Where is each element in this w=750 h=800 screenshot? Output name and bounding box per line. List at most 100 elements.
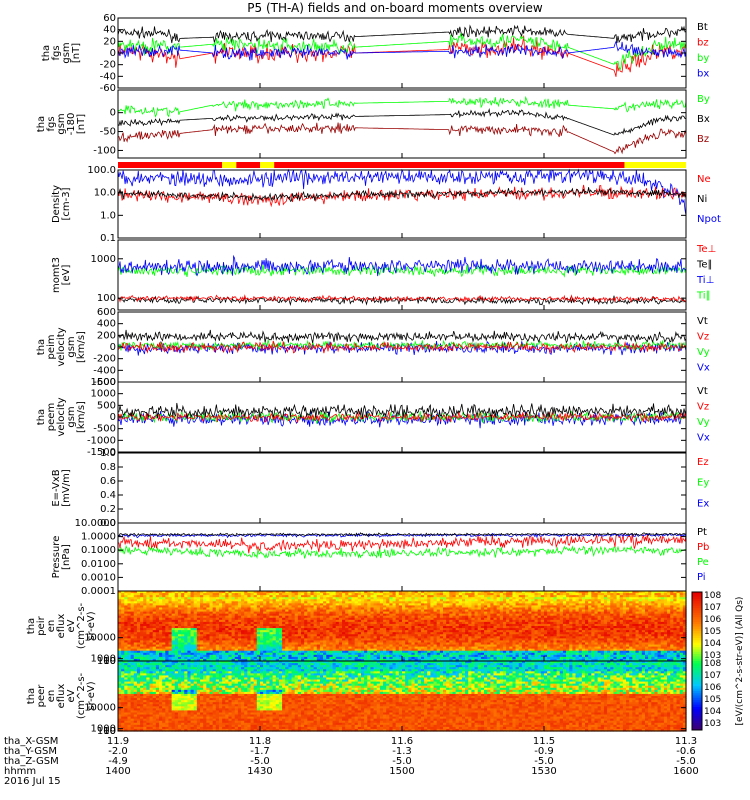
y-axis-label: [km/s] bbox=[76, 401, 87, 433]
legend-Vt: Vt bbox=[697, 386, 708, 397]
legend-Ne: Ne bbox=[697, 174, 711, 185]
y-tick-label: 1.0000 bbox=[81, 532, 116, 543]
y-tick-label: -1500 bbox=[87, 447, 116, 458]
series-fgs_gsm-bz bbox=[117, 35, 687, 77]
legend-Te⊥: Te⊥ bbox=[696, 244, 716, 255]
colorbar-tick-label: 108 bbox=[704, 591, 721, 601]
panel-frame bbox=[117, 522, 687, 592]
x-tick-value: 11.9 bbox=[107, 736, 129, 747]
legend-Bx: Bx bbox=[697, 114, 710, 125]
y-axis-label: E=-VxB bbox=[51, 469, 62, 506]
panel-density: 100.0 10.0 1.0 0.1 Density [cm-3] Ne Ni Npot bbox=[51, 165, 721, 244]
y-tick-label: 0.1000 bbox=[81, 545, 116, 556]
y-tick-label: 40 bbox=[103, 25, 116, 36]
legend-Pi: Pi bbox=[697, 572, 706, 583]
y-tick-label: 0.4 bbox=[100, 490, 116, 501]
x-tick-value: 11.5 bbox=[533, 736, 555, 747]
x-tick-value: -5.0 bbox=[250, 756, 270, 767]
legend-Bz: Bz bbox=[697, 134, 709, 145]
colorbar-tick-label: 105 bbox=[704, 695, 721, 705]
y-axis-label: [nPa] bbox=[61, 544, 72, 570]
panel-efield: 1.0 0.8 0.6 0.4 0.2 0.0 E=-VxB [mV/m] Ez Ey Ex bbox=[51, 448, 709, 529]
colorbar-tick-label: 108 bbox=[704, 659, 721, 669]
y-tick-label: -40 bbox=[100, 71, 116, 82]
y-axis-label: fgs bbox=[51, 45, 62, 60]
colorbar-tick-label: 103 bbox=[704, 719, 721, 729]
y-axis-label: peim bbox=[46, 334, 57, 359]
y-tick-label: 100 bbox=[97, 656, 116, 667]
panel-pressure: 10.0000 1.0000 0.1000 0.0100 0.0010 0.0001 Pre… bbox=[51, 518, 709, 597]
status-bar-segment bbox=[624, 162, 686, 168]
y-tick-label: 1000 bbox=[91, 389, 116, 400]
legend-Vt: Vt bbox=[697, 316, 708, 327]
y-axis-label: sr-eV) bbox=[86, 611, 97, 640]
x-tick-value: 1500 bbox=[389, 766, 414, 777]
y-axis-label: tha bbox=[26, 618, 37, 634]
y-tick-label: 1000 bbox=[91, 254, 116, 265]
x-tick-value: -4.9 bbox=[108, 756, 128, 767]
y-tick-label: 1.0 bbox=[100, 448, 116, 459]
y-axis-label: eflux bbox=[56, 614, 67, 639]
legend-Ti⊥: Ti⊥ bbox=[696, 275, 714, 286]
x-tick-value: 11.8 bbox=[249, 736, 271, 747]
y-tick-label: -20 bbox=[100, 60, 116, 71]
x-tick-value: 1600 bbox=[673, 766, 698, 777]
colorbar-title: [eV/(cm^2-s-str-eV)] (All Qs) bbox=[735, 597, 745, 726]
x-tick-value: -0.9 bbox=[534, 746, 554, 757]
y-axis-label: gsm bbox=[61, 42, 72, 63]
y-tick-label: 0 bbox=[110, 48, 116, 59]
y-tick-label: 0 bbox=[110, 108, 116, 119]
series-fgs_gsm-bx bbox=[117, 40, 687, 61]
y-tick-label: 0.2 bbox=[100, 504, 116, 515]
y-tick-label: -1000 bbox=[87, 435, 116, 446]
panel-frame bbox=[117, 17, 687, 89]
y-tick-label: 10000 bbox=[84, 633, 116, 644]
series-peem_vel-Vt bbox=[117, 402, 687, 421]
series-mom_temp-Te⊥ bbox=[117, 294, 687, 304]
series-density-Ne bbox=[117, 184, 687, 208]
y-axis-label: fgs bbox=[46, 116, 57, 131]
series-pressure-Pb bbox=[117, 533, 687, 554]
x-tick-value: -0.6 bbox=[676, 746, 696, 757]
y-tick-label: -600 bbox=[93, 377, 116, 388]
x-row-label: tha_X-GSM bbox=[4, 736, 58, 747]
y-tick-label: 20 bbox=[103, 36, 116, 47]
colorbar-tick-label: 104 bbox=[704, 707, 721, 717]
x-tick-value: 11.6 bbox=[391, 736, 413, 747]
series-peim_vel-Vz bbox=[117, 340, 687, 354]
series-fgs_gsm-Bt bbox=[117, 24, 687, 44]
colorbar-tick-label: 103 bbox=[704, 651, 721, 661]
colorbar-tick-label: 105 bbox=[704, 627, 721, 637]
x-tick-value: 11.3 bbox=[675, 736, 697, 747]
y-axis-label: velocity bbox=[56, 327, 67, 366]
y-axis-label: [eV] bbox=[61, 265, 72, 286]
y-axis-label: (cm^2-s- bbox=[76, 672, 87, 719]
y-axis-label: peem bbox=[46, 403, 57, 431]
y-tick-label: 1000 bbox=[91, 654, 116, 665]
legend-Vx: Vx bbox=[697, 363, 710, 374]
series-fgs_gsm_rot-By bbox=[117, 95, 687, 118]
y-tick-label: 500 bbox=[97, 400, 116, 411]
legend-Vx: Vx bbox=[697, 433, 710, 444]
x-tick-value: 1530 bbox=[531, 766, 556, 777]
colorbar-tick-label: 104 bbox=[704, 639, 721, 649]
y-axis-label: sr-eV) bbox=[86, 681, 97, 710]
status-bar-segment bbox=[236, 162, 260, 168]
colorbar-tick-label: 107 bbox=[704, 603, 721, 613]
plot-title: P5 (TH-A) fields and on-board moments ov… bbox=[247, 1, 543, 15]
legend-Ni: Ni bbox=[697, 194, 707, 205]
y-axis-label: gsm bbox=[56, 113, 67, 134]
y-axis-label: (cm^2-s- bbox=[76, 602, 87, 649]
legend-Npot: Npot bbox=[697, 214, 721, 225]
legend-Bt: Bt bbox=[697, 22, 708, 33]
panel-frame bbox=[117, 452, 687, 524]
y-tick-label: 0.0 bbox=[100, 518, 116, 529]
y-axis-label: [km/s] bbox=[76, 331, 87, 363]
y-axis-label: eflux bbox=[56, 684, 67, 709]
y-tick-label: 1000 bbox=[91, 724, 116, 735]
y-axis-label: eV bbox=[66, 619, 77, 632]
legend-Te∥: Te∥ bbox=[696, 260, 713, 271]
legend-Ey: Ey bbox=[697, 478, 709, 489]
